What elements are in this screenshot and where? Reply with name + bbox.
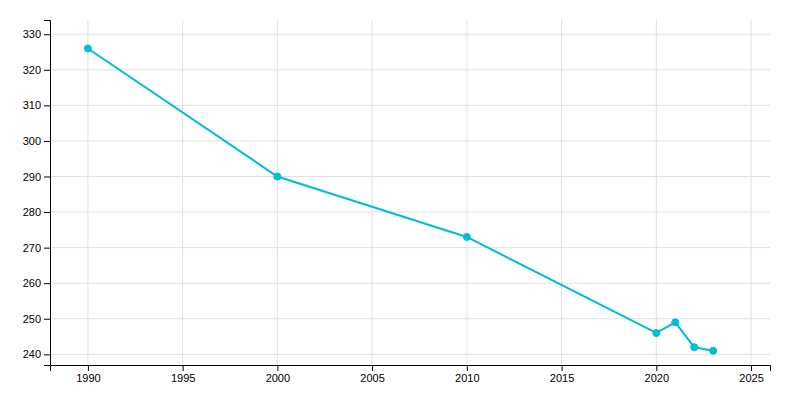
marker bbox=[274, 173, 281, 180]
grid-line-y bbox=[50, 69, 770, 70]
tick-label: 2020 bbox=[645, 372, 669, 384]
grid-line-x bbox=[466, 20, 467, 365]
tick-label: 270 bbox=[23, 242, 41, 254]
tick-label: 280 bbox=[23, 206, 41, 218]
tick-label: 2005 bbox=[360, 372, 384, 384]
tick-label: 250 bbox=[23, 313, 41, 325]
tick-label: 310 bbox=[23, 99, 41, 111]
tick-mark bbox=[183, 365, 184, 371]
tick-label: 2000 bbox=[266, 372, 290, 384]
tick-label: 1995 bbox=[171, 372, 195, 384]
tick-mark bbox=[44, 212, 50, 213]
grid-line-x bbox=[561, 20, 562, 365]
tick: 310 bbox=[23, 99, 50, 111]
tick-mark bbox=[562, 365, 563, 371]
tick-label: 330 bbox=[23, 28, 41, 40]
tick-mark bbox=[44, 141, 50, 142]
tick-label: 290 bbox=[23, 171, 41, 183]
tick-mark bbox=[44, 70, 50, 71]
tick: 2025 bbox=[739, 365, 763, 384]
tick: 330 bbox=[23, 28, 50, 40]
tick: 2010 bbox=[455, 365, 479, 384]
grid-line-y bbox=[50, 247, 770, 248]
tick-label: 2015 bbox=[550, 372, 574, 384]
grid-line-y bbox=[50, 105, 770, 106]
grid-line-y bbox=[50, 354, 770, 355]
tick-label: 320 bbox=[23, 64, 41, 76]
grid-line-x bbox=[277, 20, 278, 365]
marker bbox=[691, 344, 698, 351]
marker bbox=[672, 319, 679, 326]
tick-mark bbox=[277, 365, 278, 371]
y-axis: 240 250 260 270 280 290 300 310 320 330 bbox=[23, 21, 51, 366]
grid-line-y bbox=[50, 34, 770, 35]
tick-mark bbox=[467, 365, 468, 371]
plot: 1990 1995 2000 2005 2010 2015 2020 2025 240 250 26… bbox=[23, 20, 771, 384]
tick-mark bbox=[44, 283, 50, 284]
tick: 320 bbox=[23, 64, 50, 76]
tick-mark bbox=[44, 176, 50, 177]
tick-mark bbox=[44, 354, 50, 355]
tick: 300 bbox=[23, 135, 50, 147]
tick: 2015 bbox=[550, 365, 574, 384]
tick: 250 bbox=[23, 313, 50, 325]
grid-line-x bbox=[87, 20, 88, 365]
x-axis: 1990 1995 2000 2005 2010 2015 2020 2025 bbox=[51, 365, 771, 384]
tick-mark bbox=[44, 319, 50, 320]
tick-mark bbox=[751, 365, 752, 371]
grid-line-y bbox=[50, 318, 770, 319]
tick-label: 2010 bbox=[455, 372, 479, 384]
tick-label: 1990 bbox=[76, 372, 100, 384]
grid bbox=[50, 20, 770, 365]
tick: 240 bbox=[23, 348, 50, 360]
tick-mark bbox=[44, 34, 50, 35]
grid-line-y bbox=[50, 140, 770, 141]
grid-line-x bbox=[656, 20, 657, 365]
grid-line-y bbox=[50, 283, 770, 284]
grid-line-x bbox=[182, 20, 183, 365]
tick-mark bbox=[44, 248, 50, 249]
marker bbox=[653, 329, 660, 336]
tick: 290 bbox=[23, 171, 50, 183]
tick: 260 bbox=[23, 277, 50, 289]
tick: 2000 bbox=[266, 365, 290, 384]
tick-label: 240 bbox=[23, 348, 41, 360]
axis-line bbox=[44, 21, 51, 366]
tick: 1995 bbox=[171, 365, 195, 384]
tick-label: 2025 bbox=[739, 372, 763, 384]
tick-mark bbox=[44, 105, 50, 106]
tick-mark bbox=[88, 365, 89, 371]
grid-line-x bbox=[751, 20, 752, 365]
axis-line bbox=[51, 366, 771, 372]
tick: 270 bbox=[23, 242, 50, 254]
tick: 1990 bbox=[76, 365, 100, 384]
chart: 1990 1995 2000 2005 2010 2015 2020 2025 240 250 26… bbox=[0, 0, 800, 400]
tick: 2020 bbox=[645, 365, 669, 384]
tick-mark bbox=[372, 365, 373, 371]
tick-label: 260 bbox=[23, 277, 41, 289]
marker bbox=[710, 347, 717, 354]
marker bbox=[463, 233, 470, 240]
tick-label: 300 bbox=[23, 135, 41, 147]
tick: 2005 bbox=[360, 365, 384, 384]
tick-mark bbox=[656, 365, 657, 371]
line bbox=[88, 48, 713, 350]
tick: 280 bbox=[23, 206, 50, 218]
series bbox=[84, 45, 716, 354]
grid-line-y bbox=[50, 212, 770, 213]
grid-line-x bbox=[372, 20, 373, 365]
grid-line-y bbox=[50, 176, 770, 177]
marker bbox=[84, 45, 91, 52]
